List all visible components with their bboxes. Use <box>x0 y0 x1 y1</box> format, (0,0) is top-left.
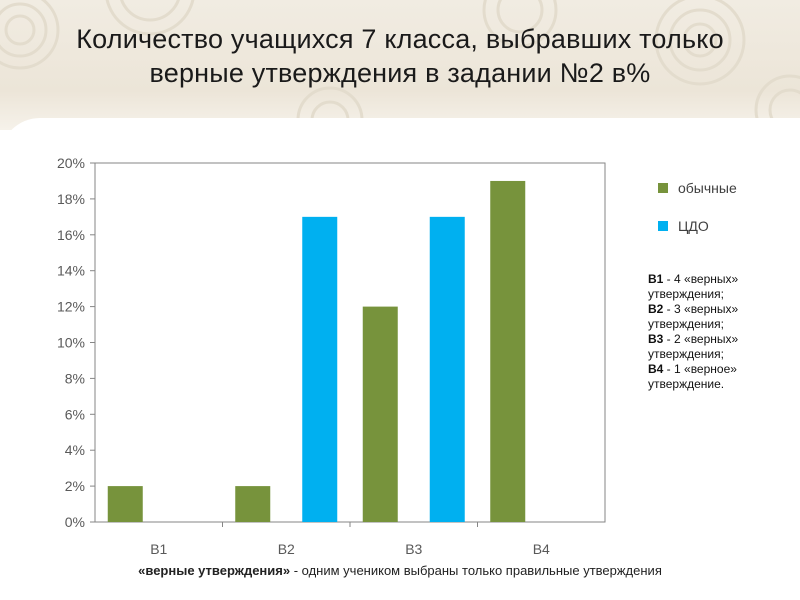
note-entry: B4 - 1 «верное» утверждение. <box>648 362 768 392</box>
bar-cdo <box>429 216 465 522</box>
y-tick-label: 10% <box>57 335 85 351</box>
title-banner: Количество учащихся 7 класса, выбравших … <box>0 0 800 130</box>
footnote: «верные утверждения» - одним учеником вы… <box>0 563 800 578</box>
note-entry: B1 - 4 «верных» утверждения; <box>648 272 768 302</box>
legend-label-cdo: ЦДО <box>678 218 709 234</box>
legend-swatch-regular <box>658 183 668 193</box>
footnote-text: - одним учеником выбраны только правильн… <box>290 563 662 578</box>
note-code: B3 <box>648 332 664 346</box>
title-line-1: Количество учащихся 7 класса, выбравших … <box>76 24 724 54</box>
note-text: - 2 «верных» утверждения; <box>648 332 739 361</box>
bar-chart: 0% 2% 4% 6% 8% 10% 12% 14% 16% 18% 20% B1 B2 B3 B4 <box>57 155 606 557</box>
y-tick-label: 20% <box>57 155 85 171</box>
y-tick-label: 16% <box>57 227 85 243</box>
y-tick-label: 18% <box>57 191 85 207</box>
note-code: B4 <box>648 362 664 376</box>
y-tick-label: 0% <box>65 514 85 530</box>
note-text: - 1 «верное» утверждение. <box>648 362 737 391</box>
category-note: B1 - 4 «верных» утверждения; B2 - 3 «вер… <box>648 272 768 392</box>
y-tick-label: 6% <box>65 406 85 422</box>
legend-swatch-cdo <box>658 221 668 231</box>
bar-regular <box>107 486 143 522</box>
legend-label-regular: обычные <box>678 180 737 196</box>
plot-area <box>94 162 606 523</box>
y-tick-label: 4% <box>65 442 85 458</box>
note-text: - 3 «верных» утверждения; <box>648 302 739 331</box>
chart-legend: обычные ЦДО <box>658 176 737 252</box>
x-tick-label: B3 <box>405 541 422 557</box>
y-tick-label: 2% <box>65 478 85 494</box>
bar-regular <box>235 486 271 522</box>
x-tick-label: B4 <box>533 541 550 557</box>
note-entry: B2 - 3 «верных» утверждения; <box>648 302 768 332</box>
x-tick-label: B1 <box>150 541 167 557</box>
bar-regular <box>362 306 398 522</box>
note-text: - 4 «верных» утверждения; <box>648 272 739 301</box>
y-tick-label: 14% <box>57 263 85 279</box>
note-code: B2 <box>648 302 664 316</box>
legend-item-regular: обычные <box>658 176 737 200</box>
legend-item-cdo: ЦДО <box>658 214 737 238</box>
x-tick-label: B2 <box>278 541 295 557</box>
title-line-2: верные утверждения в задании №2 в% <box>149 58 651 88</box>
note-code: B1 <box>648 272 664 286</box>
bar-cdo <box>302 216 338 522</box>
page-title: Количество учащихся 7 класса, выбравших … <box>20 22 780 90</box>
y-tick-label: 8% <box>65 370 85 386</box>
footnote-term: «верные утверждения» <box>138 563 291 578</box>
bar-regular <box>490 180 526 522</box>
note-entry: B3 - 2 «верных» утверждения; <box>648 332 768 362</box>
y-tick-label: 12% <box>57 299 85 315</box>
